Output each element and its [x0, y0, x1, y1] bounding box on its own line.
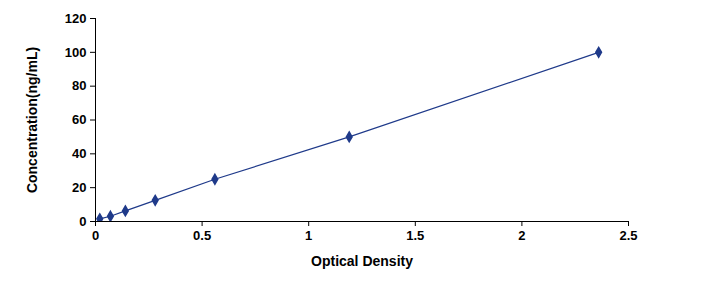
svg-text:2: 2 — [518, 228, 525, 243]
svg-text:60: 60 — [72, 112, 86, 127]
svg-text:120: 120 — [65, 11, 87, 26]
svg-text:100: 100 — [65, 44, 87, 59]
svg-text:1.5: 1.5 — [406, 228, 424, 243]
svg-text:20: 20 — [72, 180, 86, 195]
svg-text:0: 0 — [79, 214, 86, 229]
svg-text:2.5: 2.5 — [619, 228, 637, 243]
svg-text:0.5: 0.5 — [193, 228, 211, 243]
svg-text:Concentration(ng/mL): Concentration(ng/mL) — [24, 47, 40, 193]
svg-text:Optical Density: Optical Density — [311, 253, 413, 269]
svg-text:80: 80 — [72, 78, 86, 93]
svg-text:1: 1 — [305, 228, 312, 243]
svg-text:0: 0 — [92, 228, 99, 243]
svg-text:40: 40 — [72, 146, 86, 161]
